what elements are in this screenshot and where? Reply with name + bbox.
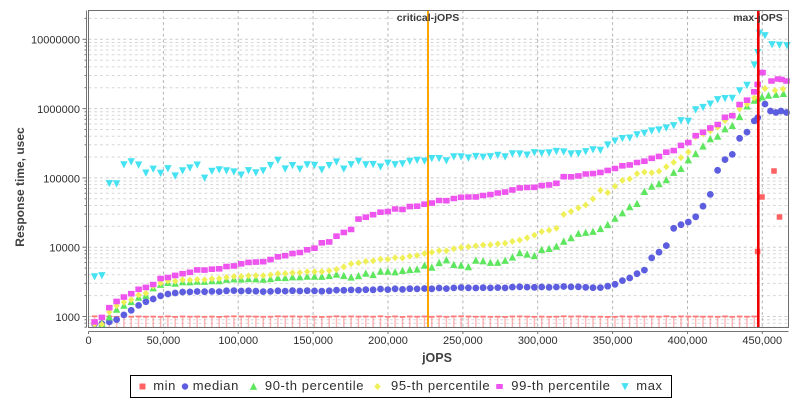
svg-text:50,000: 50,000 <box>147 335 181 347</box>
svg-text:jOPS: jOPS <box>421 351 452 365</box>
svg-text:max-jOPS: max-jOPS <box>733 12 783 24</box>
svg-text:200,000: 200,000 <box>368 335 408 347</box>
svg-text:10000: 10000 <box>49 243 80 255</box>
svg-text:300,000: 300,000 <box>518 335 558 347</box>
svg-text:90-th percentile: 90-th percentile <box>265 378 364 393</box>
svg-text:1000: 1000 <box>56 312 80 324</box>
svg-text:100,000: 100,000 <box>218 335 258 347</box>
svg-text:400,000: 400,000 <box>668 335 708 347</box>
svg-text:max: max <box>636 378 662 393</box>
svg-text:95-th percentile: 95-th percentile <box>391 378 490 393</box>
svg-text:min: min <box>153 378 176 393</box>
svg-text:Response time, usec: Response time, usec <box>13 127 27 247</box>
svg-text:350,000: 350,000 <box>593 335 633 347</box>
svg-text:150,000: 150,000 <box>293 335 333 347</box>
svg-text:100000: 100000 <box>43 173 80 185</box>
svg-text:250,000: 250,000 <box>443 335 483 347</box>
svg-text:10000000: 10000000 <box>31 35 80 47</box>
svg-text:1000000: 1000000 <box>37 104 80 116</box>
svg-text:450,000: 450,000 <box>742 335 782 347</box>
svg-text:median: median <box>193 378 239 393</box>
svg-text:0: 0 <box>85 335 91 347</box>
svg-text:99-th percentile: 99-th percentile <box>511 378 610 393</box>
svg-text:critical-jOPS: critical-jOPS <box>397 12 459 24</box>
